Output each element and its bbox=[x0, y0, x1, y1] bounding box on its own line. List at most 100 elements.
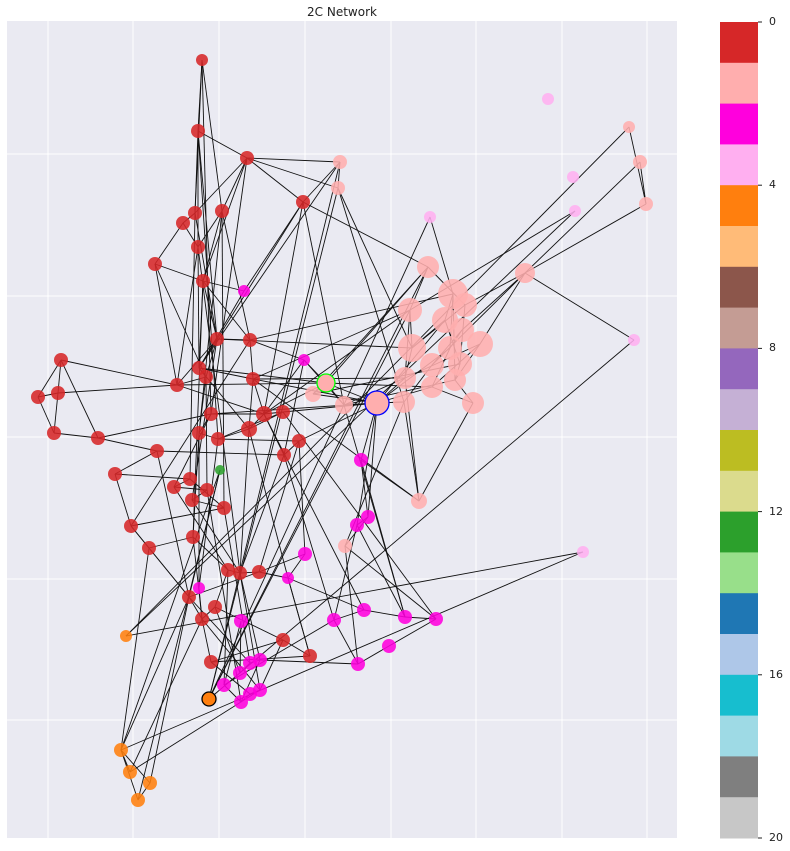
node-72 bbox=[338, 539, 352, 553]
edge-183 bbox=[259, 639, 284, 691]
edge-219 bbox=[356, 524, 406, 618]
node-77 bbox=[298, 354, 310, 366]
node-98 bbox=[542, 93, 554, 105]
edge-141 bbox=[282, 402, 378, 413]
node-65 bbox=[393, 391, 415, 413]
node-19 bbox=[47, 426, 61, 440]
node-66 bbox=[335, 396, 353, 414]
edge-205 bbox=[202, 280, 245, 292]
edge-14 bbox=[197, 210, 223, 248]
node-62 bbox=[394, 367, 416, 389]
edge-245 bbox=[263, 413, 365, 611]
edge-194 bbox=[129, 618, 203, 773]
edge-202 bbox=[243, 201, 304, 292]
node-70 bbox=[316, 373, 336, 393]
colorbar-segment-4 bbox=[720, 185, 758, 227]
node-18 bbox=[31, 390, 45, 404]
node-40 bbox=[233, 566, 247, 580]
edge-189 bbox=[120, 469, 221, 751]
node-60 bbox=[420, 353, 444, 377]
node-4 bbox=[215, 204, 229, 218]
edge-70 bbox=[201, 618, 212, 663]
edge-242 bbox=[282, 411, 437, 620]
node-39 bbox=[221, 563, 235, 577]
edge-72 bbox=[114, 473, 132, 527]
edge-182 bbox=[223, 569, 229, 686]
edge-10 bbox=[202, 157, 248, 282]
edge-3 bbox=[197, 130, 248, 159]
node-33 bbox=[200, 483, 214, 497]
plot-area bbox=[7, 21, 677, 838]
edge-22 bbox=[176, 246, 199, 386]
colorbar-segment-1 bbox=[720, 62, 758, 105]
node-73 bbox=[623, 121, 635, 133]
node-44 bbox=[208, 600, 222, 614]
colorbar-segment-9 bbox=[720, 389, 758, 431]
colorbar-segment-6 bbox=[720, 266, 758, 309]
colorbar-tick-label-3: 12 bbox=[769, 504, 783, 518]
colorbar-segment-0 bbox=[720, 22, 758, 64]
colorbar-segment-5 bbox=[720, 226, 758, 268]
node-109 bbox=[131, 793, 145, 807]
node-93 bbox=[253, 653, 267, 667]
edge-76 bbox=[258, 440, 300, 573]
edge-210 bbox=[198, 438, 219, 589]
edge-272 bbox=[252, 309, 411, 380]
node-76 bbox=[238, 285, 250, 297]
edge-250 bbox=[154, 263, 178, 386]
colorbar-tick-label-2: 8 bbox=[769, 341, 776, 355]
edge-237 bbox=[221, 210, 225, 509]
node-74 bbox=[633, 155, 647, 169]
edge-247 bbox=[201, 618, 261, 691]
edge-221 bbox=[343, 404, 406, 618]
node-84 bbox=[327, 613, 341, 627]
node-24 bbox=[241, 421, 257, 437]
node-0 bbox=[196, 54, 208, 66]
colorbar-segment-3 bbox=[720, 144, 758, 186]
edge-109 bbox=[479, 272, 526, 345]
edge-230 bbox=[191, 499, 241, 574]
node-108 bbox=[143, 776, 157, 790]
edge-87 bbox=[194, 157, 248, 214]
node-64 bbox=[421, 376, 443, 398]
edge-231 bbox=[173, 486, 229, 571]
node-8 bbox=[148, 257, 162, 271]
node-68 bbox=[462, 392, 484, 414]
edge-203 bbox=[263, 359, 305, 415]
edge-222 bbox=[287, 577, 311, 657]
edge-197 bbox=[120, 596, 190, 751]
node-42 bbox=[182, 590, 196, 604]
edge-229 bbox=[192, 536, 203, 620]
edge-239 bbox=[130, 339, 251, 527]
edge-180 bbox=[188, 596, 251, 664]
edge-34 bbox=[37, 359, 62, 398]
node-50 bbox=[417, 256, 439, 278]
node-29 bbox=[277, 448, 291, 462]
node-45 bbox=[276, 633, 290, 647]
edge-52 bbox=[114, 450, 158, 475]
edge-9 bbox=[246, 157, 339, 189]
node-16 bbox=[54, 353, 68, 367]
node-97 bbox=[253, 683, 267, 697]
colorbar-segment-14 bbox=[720, 593, 758, 635]
edge-75 bbox=[239, 428, 250, 574]
edge-207 bbox=[302, 201, 345, 406]
edge-17 bbox=[154, 222, 184, 265]
edge-7 bbox=[221, 157, 248, 212]
edge-163 bbox=[388, 618, 437, 647]
edge-93 bbox=[208, 161, 341, 700]
edge-12 bbox=[302, 201, 429, 268]
edge-271 bbox=[325, 382, 433, 388]
edge-6 bbox=[246, 157, 304, 203]
colorbar-segment-13 bbox=[720, 552, 758, 594]
node-58 bbox=[467, 331, 493, 357]
node-103 bbox=[577, 546, 589, 558]
node-41 bbox=[252, 565, 266, 579]
node-27 bbox=[292, 434, 306, 448]
edge-82 bbox=[202, 280, 251, 341]
edge-110 bbox=[461, 272, 526, 331]
edge-11 bbox=[302, 161, 341, 203]
edge-168 bbox=[239, 620, 242, 674]
edge-92 bbox=[208, 187, 339, 700]
